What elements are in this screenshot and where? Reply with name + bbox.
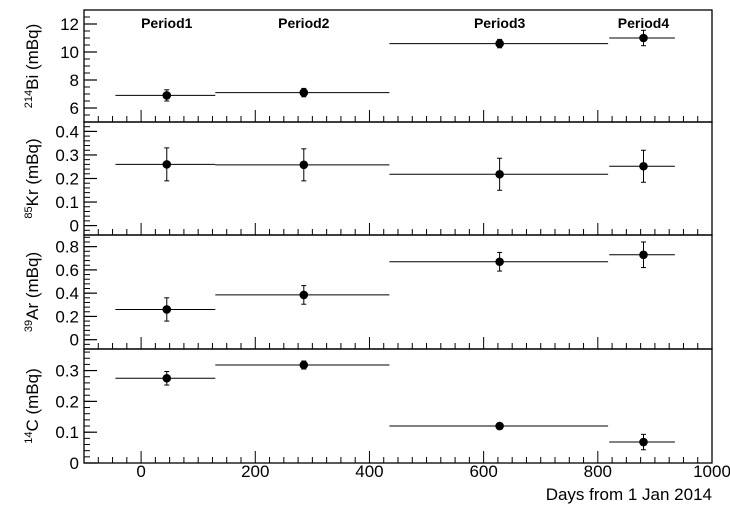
data-marker bbox=[495, 421, 504, 431]
y-tick-label: 0.2 bbox=[55, 170, 79, 189]
y-axis-label: 85Kr (mBq) bbox=[23, 138, 42, 218]
period-label: Period4 bbox=[618, 15, 670, 31]
x-tick-label: 800 bbox=[584, 462, 612, 481]
y-tick-label: 12 bbox=[60, 15, 79, 34]
panel-frame bbox=[83, 234, 713, 350]
data-point bbox=[389, 251, 609, 272]
y-tick-label: 0 bbox=[70, 331, 79, 350]
y-axis-label: 214Bi (mBq) bbox=[23, 24, 42, 108]
y-axis-label-isotope-number: 39 bbox=[23, 320, 35, 332]
y-axis-label-isotope-number: 14 bbox=[23, 432, 35, 444]
x-tick-label: 600 bbox=[469, 462, 497, 481]
data-point bbox=[215, 285, 390, 305]
x-tick-label: 400 bbox=[355, 462, 383, 481]
data-point bbox=[609, 149, 675, 183]
x-tick-label: 200 bbox=[241, 462, 269, 481]
y-tick-label: 0.4 bbox=[55, 284, 79, 303]
y-tick-label: 0.4 bbox=[55, 122, 79, 141]
y-axis-label: 39Ar (mBq) bbox=[23, 252, 42, 332]
data-marker bbox=[162, 373, 172, 383]
data-marker bbox=[162, 305, 172, 314]
y-tick-label: 0 bbox=[70, 217, 79, 236]
data-marker bbox=[162, 160, 172, 169]
data-marker bbox=[639, 161, 648, 171]
y-tick-label: 0.6 bbox=[55, 261, 79, 280]
y-tick-label: 0.2 bbox=[55, 392, 79, 411]
y-tick-label: 0.2 bbox=[55, 307, 79, 326]
data-point bbox=[215, 87, 390, 98]
data-point bbox=[215, 148, 390, 182]
data-marker bbox=[639, 437, 648, 447]
data-point bbox=[115, 297, 216, 322]
data-point bbox=[389, 421, 609, 431]
y-axis-label-text: Kr (mBq) bbox=[23, 138, 42, 206]
data-marker bbox=[639, 33, 648, 43]
x-axis-label: Days from 1 Jan 2014 bbox=[546, 485, 712, 504]
data-point bbox=[115, 147, 216, 182]
period-label: Period3 bbox=[474, 15, 526, 31]
data-point bbox=[609, 29, 675, 47]
panel-frame bbox=[83, 121, 713, 236]
period-label: Period1 bbox=[141, 15, 193, 31]
y-tick-label: 0 bbox=[70, 454, 79, 473]
data-point bbox=[609, 241, 675, 269]
panel-bi214: 6 8 10 12 214Bi (mBq) bbox=[23, 9, 713, 123]
data-point bbox=[215, 360, 390, 370]
data-point bbox=[115, 370, 216, 386]
data-marker bbox=[299, 160, 309, 170]
data-point bbox=[609, 433, 675, 451]
x-tick-label: 1000 bbox=[693, 462, 730, 481]
y-axis-label: 14C (mBq) bbox=[23, 368, 42, 444]
data-marker bbox=[299, 360, 309, 370]
data-marker bbox=[162, 91, 172, 100]
y-tick-label: 0.3 bbox=[55, 362, 79, 381]
y-tick-label: 8 bbox=[70, 71, 79, 90]
data-marker bbox=[299, 290, 309, 300]
y-axis-label-text: Ar (mBq) bbox=[23, 252, 42, 320]
data-point bbox=[389, 38, 609, 49]
data-marker bbox=[495, 257, 504, 267]
y-axis-label-text: Bi (mBq) bbox=[23, 24, 42, 90]
panel-kr85: 0 0.1 0.2 0.3 0.4 85Kr (mBq) bbox=[23, 121, 713, 236]
y-tick-label: 0.1 bbox=[55, 193, 79, 212]
y-tick-label: 10 bbox=[60, 43, 79, 62]
data-point bbox=[115, 89, 216, 102]
data-marker bbox=[495, 39, 504, 48]
y-axis-label-isotope-number: 85 bbox=[23, 206, 35, 218]
panel-frame bbox=[83, 348, 713, 464]
data-point bbox=[389, 157, 609, 191]
data-marker bbox=[495, 169, 504, 179]
x-tick-label: 0 bbox=[136, 462, 145, 481]
period-label: Period2 bbox=[278, 15, 330, 31]
data-marker bbox=[299, 88, 309, 97]
y-tick-label: 0.1 bbox=[55, 423, 79, 442]
y-tick-label: 0.8 bbox=[55, 238, 79, 257]
panel-ar39: 0 0.2 0.4 0.6 0.8 39Ar (mBq) bbox=[23, 234, 713, 350]
data-marker bbox=[639, 250, 648, 260]
y-tick-label: 0.3 bbox=[55, 146, 79, 165]
y-tick-label: 6 bbox=[70, 99, 79, 118]
y-axis-label-isotope-number: 214 bbox=[23, 90, 35, 108]
panel-c14: 0 0.1 0.2 0.3 14C (mBq) bbox=[23, 348, 713, 473]
y-axis-label-text: C (mBq) bbox=[23, 368, 42, 431]
